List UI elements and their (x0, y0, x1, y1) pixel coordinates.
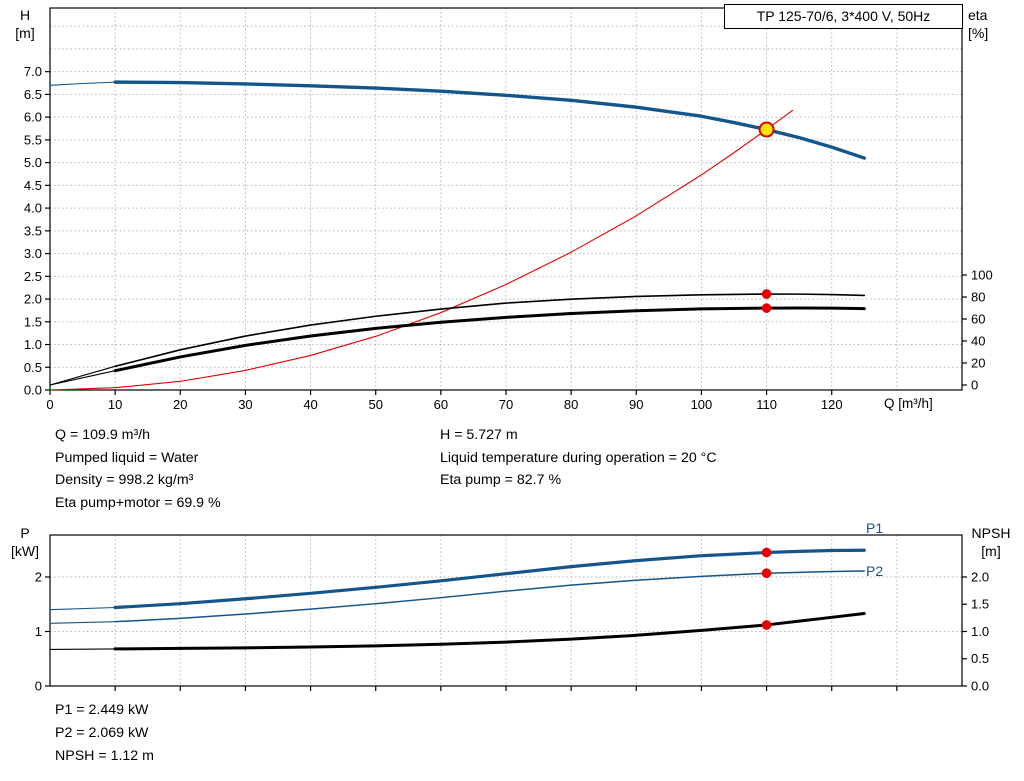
left-axis-tick-label: 0.0 (24, 383, 42, 398)
left-axis-tick-label: 7.0 (24, 64, 42, 79)
npsh-curve (113, 611, 866, 651)
left-axis-tick-label: 1 (35, 624, 42, 639)
eta-pump-curve-lead (49, 365, 116, 386)
right-axis-tick-label: 20 (971, 355, 985, 370)
x-axis-tick-label: 100 (691, 397, 713, 412)
p-axis-label-unit: [kW] (11, 543, 39, 559)
eta-axis-label: eta [%] (968, 6, 1018, 42)
pump-title: TP 125-70/6, 3*400 V, 50Hz (756, 8, 931, 24)
system-curve (49, 109, 794, 391)
info-line-flow: Q = 109.9 m³/h (55, 427, 151, 443)
left-axis-tick-label: 2.5 (24, 269, 42, 284)
left-axis-tick-label: 2.0 (24, 292, 42, 307)
x-axis-tick-label: 20 (173, 397, 187, 412)
p2-marker (761, 568, 772, 579)
p2-curve-label: P2 (866, 563, 884, 579)
right-axis-tick-label: 0.0 (971, 679, 989, 694)
info-line-eta-pump-motor: Eta pump+motor = 69.9 % (55, 494, 221, 511)
left-axis-tick-label: 0.5 (24, 360, 42, 375)
p-axis-label: P [kW] (4, 524, 46, 560)
duty-info-right: H = 5.727 m Liquid temperature during op… (440, 424, 717, 492)
right-axis-tick-label: 100 (971, 267, 993, 282)
info-line-pumped-liquid: Pumped liquid = Water (55, 449, 199, 466)
footer-line-p1: P1 = 2.449 kW (55, 702, 149, 718)
left-axis-tick-label: 0 (35, 679, 42, 694)
x-axis-tick-label: 80 (564, 397, 578, 412)
p1-curve-label: P1 (866, 520, 884, 536)
duty-point-marker (758, 121, 775, 138)
left-axis-tick-label: 6.0 (24, 110, 42, 125)
p1-curve-lead (49, 606, 116, 611)
eta-pump-curve (114, 293, 866, 368)
right-axis-tick-label: 0.5 (971, 651, 989, 666)
x-axis-tick-label: 40 (303, 397, 317, 412)
left-axis-tick-label: 3.5 (24, 223, 42, 238)
left-axis-tick-label: 4.0 (24, 201, 42, 216)
pump-curve (113, 80, 866, 160)
h-axis-label-symbol: H (19, 7, 31, 23)
npsh-marker (761, 620, 772, 630)
right-axis-tick-label: 2.0 (971, 569, 989, 584)
h-axis-label: H [m] (6, 6, 44, 42)
x-axis-tick-label: 90 (629, 397, 643, 412)
q-axis-label: Q [m³/h] (884, 396, 933, 411)
footer-line-npsh: NPSH = 1.12 m (55, 748, 154, 764)
x-axis-tick-label: 60 (434, 397, 448, 412)
left-axis-tick-label: 6.5 (24, 87, 42, 102)
right-axis-tick-label: 0 (971, 377, 978, 392)
x-axis-tick-label: 30 (238, 397, 252, 412)
npsh-axis-label-unit: [m] (981, 543, 1001, 559)
eta-pump-motor-curve (113, 306, 866, 373)
left-axis-tick-label: 3.0 (24, 246, 42, 261)
npsh-axis-label: NPSH [m] (962, 524, 1020, 560)
x-axis-tick-label: 120 (821, 397, 843, 412)
left-axis-tick-label: 2 (35, 569, 42, 584)
h-axis-label-unit: [m] (15, 25, 35, 41)
left-axis-tick-label: 5.5 (24, 132, 42, 147)
duty-info-left: Q = 109.9 m³/h Pumped liquid = Water Den… (55, 424, 221, 514)
pump-curve-lead (49, 81, 116, 86)
left-axis-tick-label: 1.0 (24, 337, 42, 352)
p2-curve (114, 570, 866, 623)
right-axis-tick-label: 80 (971, 289, 985, 304)
info-line-density: Density = 998.2 kg/m³ (55, 472, 194, 489)
info-line-eta-pump: Eta pump = 82.7 % (440, 472, 562, 489)
p-axis-label-symbol: P (20, 525, 30, 541)
right-axis-tick-label: 1.0 (971, 624, 989, 639)
x-axis-tick-label: 70 (499, 397, 513, 412)
eta-axis-label-symbol: eta (968, 7, 988, 23)
x-axis-tick-label: 10 (108, 397, 122, 412)
left-axis-tick-label: 4.5 (24, 178, 42, 193)
x-axis-tick-label: 50 (368, 397, 382, 412)
npsh-axis-label-symbol: NPSH (971, 525, 1011, 541)
p2-curve-lead (49, 621, 116, 624)
left-axis-tick-label: 1.5 (24, 314, 42, 329)
x-axis-tick-label: 110 (756, 397, 777, 412)
right-axis-tick-label: 1.5 (971, 597, 989, 612)
p1-curve (113, 548, 866, 610)
eta-pump-motor-marker (761, 303, 772, 313)
x-axis-tick-label: 0 (46, 397, 53, 412)
eta-pump-marker (761, 289, 772, 299)
info-line-head: H = 5.727 m (440, 427, 518, 443)
eta-axis-label-unit: [%] (968, 25, 989, 41)
right-axis-tick-label: 40 (971, 333, 985, 348)
right-axis-tick-label: 60 (971, 311, 985, 326)
p1-marker (761, 547, 772, 558)
footer-line-p2: P2 = 2.069 kW (55, 725, 149, 741)
results-footer: P1 = 2.449 kW P2 = 2.069 kW NPSH = 1.12 … (55, 699, 154, 768)
left-axis-tick-label: 5.0 (24, 155, 42, 170)
pump-title-box: TP 125-70/6, 3*400 V, 50Hz (724, 4, 963, 29)
eta-pump-motor-curve-lead (49, 370, 116, 386)
info-line-liquid-temperature: Liquid temperature during operation = 20… (440, 449, 717, 466)
npsh-curve-lead (49, 648, 116, 651)
